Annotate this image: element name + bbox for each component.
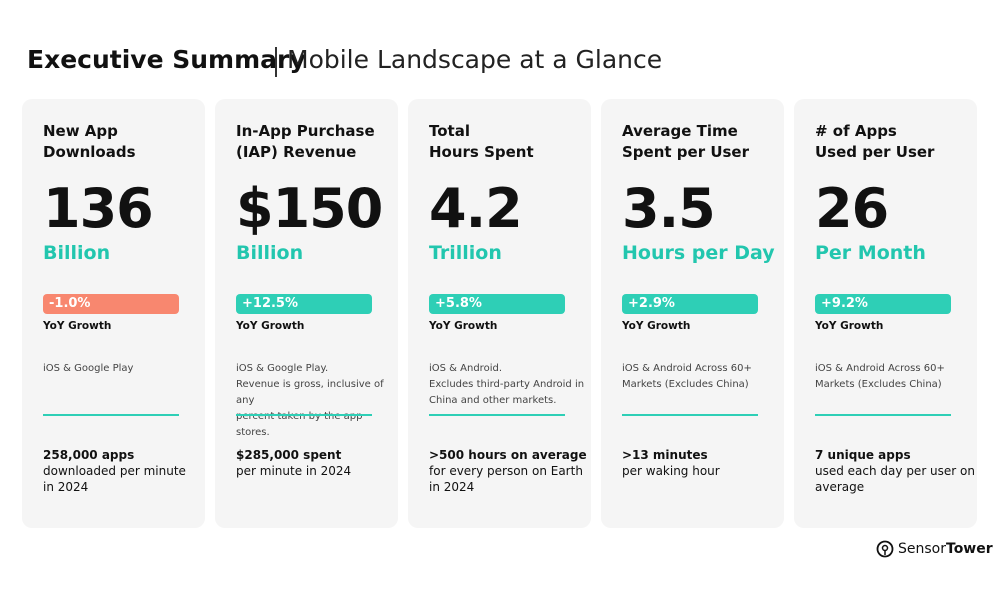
card-footer: 7 unique apps used each day per user on av… <box>815 447 975 495</box>
footer-line: in 2024 <box>429 480 475 494</box>
card-value: 26 <box>815 177 889 240</box>
card-note: iOS & Google Play. Revenue is gross, incl… <box>236 361 398 441</box>
growth-badge: +5.8% <box>429 294 565 314</box>
growth-label: YoY Growth <box>236 320 305 332</box>
footer-line: used each day per user on <box>815 464 975 478</box>
growth-label: YoY Growth <box>43 320 112 332</box>
note-line: iOS & Google Play <box>43 363 134 374</box>
footer-line: in 2024 <box>43 480 89 494</box>
card-title-line: New App <box>43 122 118 140</box>
divider <box>236 414 372 416</box>
divider <box>815 414 951 416</box>
card-title-line: # of Apps <box>815 122 897 140</box>
card-title: Average Time Spent per User <box>622 121 749 163</box>
brand-part: Tower <box>946 541 993 557</box>
card-title: New App Downloads <box>43 121 136 163</box>
card: New App Downloads 136 Billion -1.0% YoY Growt… <box>22 99 205 528</box>
footer-highlight: >13 minutes <box>622 448 708 462</box>
divider <box>622 414 758 416</box>
brand-part: Sensor <box>898 541 946 557</box>
card-title: Total Hours Spent <box>429 121 534 163</box>
growth-value: +2.9% <box>628 296 675 311</box>
card-title-line: (IAP) Revenue <box>236 143 357 161</box>
card-unit: Hours per Day <box>622 242 775 264</box>
note-line: iOS & Google Play. <box>236 363 329 374</box>
footer-highlight: 7 unique apps <box>815 448 911 462</box>
note-line: China and other markets. <box>429 395 557 406</box>
growth-label: YoY Growth <box>622 320 691 332</box>
footer-line: average <box>815 480 865 494</box>
card-note: iOS & Android Across 60+ Markets (Exclude… <box>622 361 752 393</box>
card: In-App Purchase (IAP) Revenue $150 Billion +… <box>215 99 398 528</box>
card-title-line: Downloads <box>43 143 136 161</box>
card-value: 3.5 <box>622 177 716 240</box>
note-line: percent taken by the app stores. <box>236 411 363 438</box>
footer-line: downloaded per minute <box>43 464 186 478</box>
growth-badge: +9.2% <box>815 294 951 314</box>
title: Executive Summary <box>27 45 306 74</box>
card-title-line: Total <box>429 122 470 140</box>
note-line: Markets (Excludes China) <box>622 379 749 390</box>
card-value: $150 <box>236 177 383 240</box>
note-line: Revenue is gross, inclusive of any <box>236 379 384 406</box>
growth-value: -1.0% <box>49 296 91 311</box>
growth-badge: -1.0% <box>43 294 179 314</box>
card-title-line: Hours Spent <box>429 143 534 161</box>
footer-highlight: 258,000 apps <box>43 448 135 462</box>
card-footer: 258,000 apps downloaded per minute in 2024 <box>43 447 186 495</box>
card-footer: $285,000 spent per minute in 2024 <box>236 447 351 479</box>
card-footer: >500 hours on average for every person on… <box>429 447 587 495</box>
card-title-line: Average Time <box>622 122 738 140</box>
growth-badge: +2.9% <box>622 294 758 314</box>
divider <box>43 414 179 416</box>
separator <box>275 47 277 77</box>
footer-line: per minute in 2024 <box>236 464 352 478</box>
footer-line: for every person on Earth <box>429 464 583 478</box>
note-line: iOS & Android Across 60+ <box>815 363 945 374</box>
card-title-line: In-App Purchase <box>236 122 375 140</box>
growth-value: +12.5% <box>242 296 298 311</box>
card-footer: >13 minutes per waking hour <box>622 447 720 479</box>
card-title-line: Spent per User <box>622 143 749 161</box>
card-title: In-App Purchase (IAP) Revenue <box>236 121 375 163</box>
note-line: Markets (Excludes China) <box>815 379 942 390</box>
card-unit: Billion <box>236 242 304 264</box>
growth-badge: +12.5% <box>236 294 372 314</box>
footer-line: per waking hour <box>622 464 720 478</box>
card-note: iOS & Android Across 60+ Markets (Exclude… <box>815 361 945 393</box>
card-title-line: Used per User <box>815 143 935 161</box>
footer-highlight: >500 hours on average <box>429 448 587 462</box>
card: Total Hours Spent 4.2 Trillion +5.8% YoY Grow… <box>408 99 591 528</box>
card: Average Time Spent per User 3.5 Hours per D… <box>601 99 784 528</box>
brand: SensorTower <box>876 540 993 558</box>
subtitle: Mobile Landscape at a Glance <box>287 45 663 74</box>
card-value: 4.2 <box>429 177 523 240</box>
growth-value: +9.2% <box>821 296 868 311</box>
card-unit: Trillion <box>429 242 502 264</box>
card-unit: Billion <box>43 242 111 264</box>
divider <box>429 414 565 416</box>
note-line: iOS & Android. <box>429 363 502 374</box>
note-line: Excludes third-party Android in <box>429 379 585 390</box>
footer-highlight: $285,000 spent <box>236 448 342 462</box>
brand-logo <box>876 540 894 558</box>
note-line: iOS & Android Across 60+ <box>622 363 752 374</box>
brand-name: SensorTower <box>898 541 993 557</box>
card-title: # of Apps Used per User <box>815 121 934 163</box>
card-value: 136 <box>43 177 154 240</box>
growth-label: YoY Growth <box>815 320 884 332</box>
card-unit: Per Month <box>815 242 926 264</box>
card: # of Apps Used per User 26 Per Month +9.2% Yo… <box>794 99 977 528</box>
card-note: iOS & Google Play <box>43 361 133 377</box>
growth-value: +5.8% <box>435 296 482 311</box>
growth-label: YoY Growth <box>429 320 498 332</box>
card-note: iOS & Android. Excludes third-party Andro… <box>429 361 584 409</box>
